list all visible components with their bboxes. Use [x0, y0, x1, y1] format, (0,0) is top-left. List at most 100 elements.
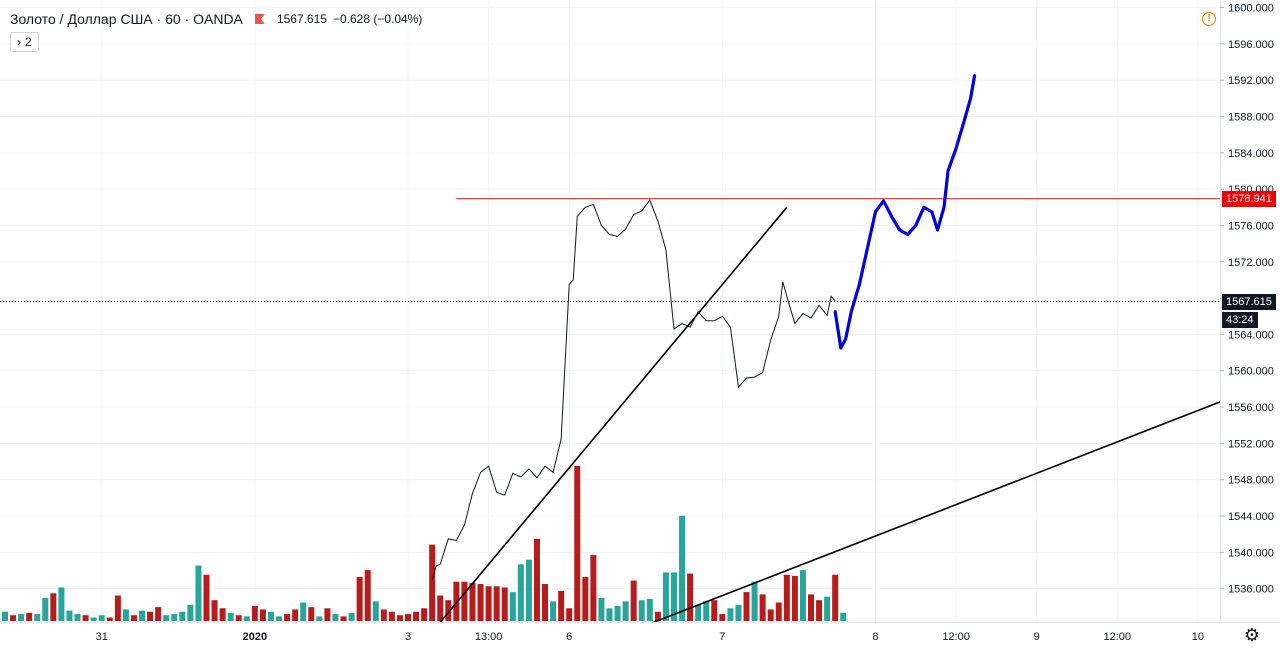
indicators-count: 2 [25, 35, 32, 49]
volume-bar [695, 604, 702, 621]
volume-bar [703, 601, 710, 621]
volume-bar [437, 595, 444, 621]
drawings[interactable] [439, 198, 1231, 624]
symbol-title[interactable]: Золото / Доллар США · 60 · OANDA [10, 11, 243, 27]
chevron-right-icon: › [17, 35, 21, 49]
volume-bar [26, 612, 33, 621]
price-tick-label: 1596.000 [1228, 39, 1274, 51]
volume-bar [421, 608, 428, 621]
volume-bar [622, 601, 629, 621]
volume-bar [106, 617, 113, 621]
volume-bar [147, 611, 154, 621]
volume-bar [203, 574, 210, 621]
volume-bar [477, 583, 484, 621]
volume-bar [18, 614, 25, 621]
price-tick-label: 1560.000 [1228, 366, 1274, 378]
time-tick-label: 7 [719, 631, 725, 643]
volume-bar [550, 601, 557, 621]
volume-bar [324, 608, 331, 621]
volume-bar [74, 614, 81, 621]
volume-bar [372, 601, 379, 621]
volume-bar [243, 616, 250, 621]
volume-bar [517, 564, 524, 621]
volume-bar [90, 617, 97, 621]
volume-bar [292, 609, 299, 621]
volume-bar [469, 582, 476, 621]
trendline [653, 397, 1231, 624]
volume-bar [58, 587, 65, 621]
volume-bar [574, 466, 581, 621]
volume-bar [405, 614, 411, 621]
volume-bar [98, 615, 105, 621]
volume-bar [364, 570, 371, 621]
volume-bar [50, 593, 57, 621]
price-tick-label: 1588.000 [1228, 112, 1274, 124]
forecast-drawing[interactable] [833, 74, 977, 350]
time-tick-label: 8 [872, 631, 878, 643]
volume-bar [840, 612, 847, 621]
header-change: −0.628 (−0.04%) [332, 12, 423, 26]
volume-bar [66, 610, 73, 621]
time-axis-bg [0, 622, 1220, 650]
gear-icon[interactable]: ⚙ [1243, 625, 1261, 645]
volume-bar [775, 602, 782, 621]
indicators-toggle-button[interactable]: › 2 [10, 32, 39, 52]
price-tick-label: 1592.000 [1228, 75, 1274, 87]
volume-bar [670, 572, 677, 621]
time-tick-label: 3 [405, 631, 411, 643]
current-price-label: 1567.615 [1222, 293, 1276, 310]
price-series [431, 199, 836, 580]
time-tick-label: 12:00 [942, 631, 970, 643]
volume-bar [598, 597, 605, 621]
price-line [431, 199, 836, 580]
volume-bar [711, 600, 718, 621]
volume-bar [743, 592, 750, 621]
volume-bar [356, 577, 363, 621]
volume-bar [558, 590, 565, 621]
warning-icon[interactable]: ! [1202, 12, 1216, 26]
volume-bar [799, 570, 806, 621]
volume-bar [582, 577, 589, 621]
volume-bar [380, 609, 387, 621]
volume-bar [590, 555, 597, 621]
volume-bar [284, 614, 291, 621]
volume-bar [316, 616, 323, 621]
volume-bar [832, 574, 839, 621]
price-tick-label: 1544.000 [1228, 511, 1274, 523]
volume-bar [332, 614, 339, 621]
volume-bar [300, 602, 307, 621]
volume-bar [195, 565, 202, 621]
volume-bar [638, 600, 645, 621]
price-tick-label: 1540.000 [1228, 547, 1274, 559]
volume-bar [340, 616, 347, 621]
alert-price-label[interactable]: 1578.941 [1222, 190, 1276, 207]
volume-bar [219, 608, 226, 621]
volume-bar [179, 611, 186, 621]
volume-bar [727, 608, 734, 621]
volume-bar [429, 544, 436, 621]
volume-bar [114, 595, 121, 621]
price-tick-label: 1576.000 [1228, 220, 1274, 232]
flag-icon[interactable] [254, 14, 265, 24]
countdown-label: 43:24 [1222, 311, 1258, 328]
price-tick-label: 1564.000 [1228, 329, 1274, 341]
volume-bar [735, 604, 742, 621]
volume-bar [235, 615, 242, 621]
volume-bar [751, 581, 758, 621]
volume-bar [155, 607, 162, 621]
volume-bar [614, 605, 621, 621]
trendline [439, 206, 788, 623]
price-tick-label: 1536.000 [1228, 584, 1274, 596]
volume-bar [10, 615, 17, 621]
volume-bar [791, 575, 798, 621]
volume-bar [646, 599, 653, 621]
volume-bar [501, 587, 508, 621]
volume-bar [308, 607, 315, 621]
price-tick-label: 1572.000 [1228, 257, 1274, 269]
volume-bar [2, 611, 8, 621]
volume-bar [509, 592, 516, 621]
grid-lines [0, 0, 1220, 622]
volume-bar [259, 609, 266, 621]
